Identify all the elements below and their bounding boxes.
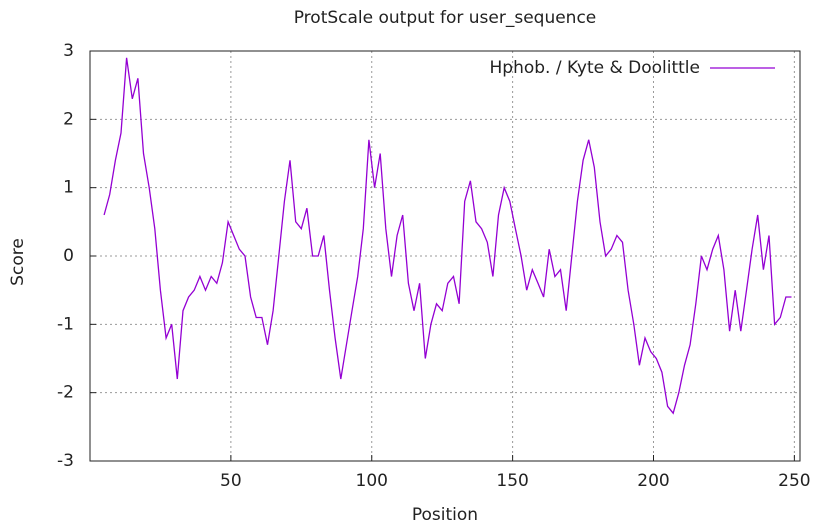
y-tick-label: 0 [63, 246, 74, 266]
x-tick-label: 150 [496, 471, 528, 491]
y-tick-label: -1 [57, 314, 74, 334]
plot-border [89, 50, 801, 462]
x-tick-label: 50 [220, 471, 242, 491]
y-axis-label: Score [8, 238, 28, 286]
y-tick-label: -3 [57, 451, 74, 471]
y-tick-label: 1 [63, 178, 74, 198]
x-axis-label: Position [412, 505, 478, 525]
data-line [103, 57, 792, 415]
y-tick-label: 3 [63, 41, 74, 61]
y-tick-label: -2 [57, 383, 74, 403]
y-tick-label: 2 [63, 109, 74, 129]
chart-title: ProtScale output for user_sequence [294, 8, 597, 28]
x-tick-label: 200 [637, 471, 669, 491]
x-tick-label: 100 [356, 471, 388, 491]
x-tick-label: 250 [778, 471, 810, 491]
legend-label: Hphob. / Kyte & Doolittle [490, 58, 701, 78]
